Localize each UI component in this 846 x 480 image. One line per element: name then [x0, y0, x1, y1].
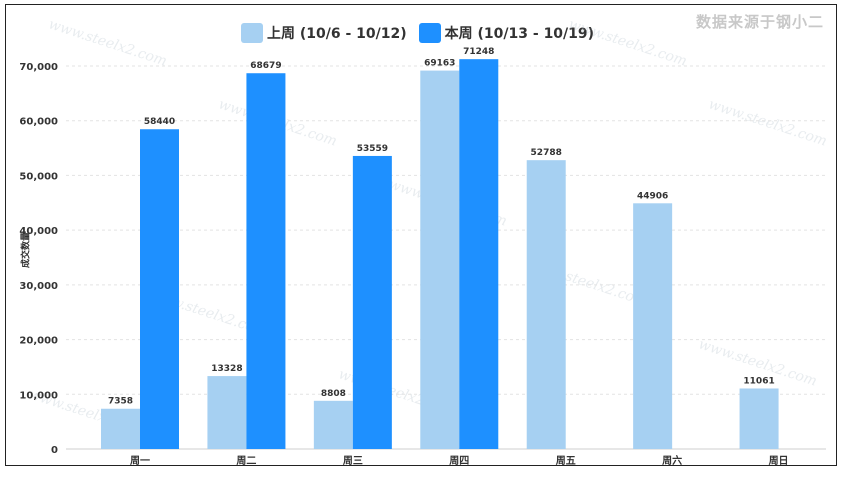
bar-value-label: 68679 [250, 61, 281, 71]
y-tick-label: 30,000 [19, 281, 58, 292]
legend-swatch-this-week [418, 23, 441, 43]
bar [633, 203, 673, 449]
legend-swatch-last-week [241, 23, 263, 43]
legend-label-this-week: 本周 (10/13 - 10/19) [444, 26, 595, 42]
bar [101, 408, 140, 449]
x-tick-label: 周日 [769, 455, 789, 465]
bar [459, 59, 499, 449]
legend-item-last-week[interactable]: 上周 (10/6 - 10/12) [241, 23, 407, 43]
y-tick-label: 50,000 [19, 171, 58, 182]
y-tick-label: 10,000 [19, 390, 58, 401]
x-tick-label: 周三 [343, 455, 363, 465]
bar-chart: 0 10,000 20,000 30,000 40,000 50,000 60,000 70,… [19, 47, 826, 465]
x-tick-label: 周六 [662, 454, 682, 465]
bar [246, 73, 286, 450]
legend-item-this-week[interactable]: 本周 (10/13 - 10/19) [418, 23, 595, 43]
legend-label-last-week: 上周 (10/6 - 10/12) [267, 26, 407, 42]
bar [207, 376, 247, 449]
y-tick-label: 60,000 [19, 117, 58, 128]
x-tick-label: 周四 [449, 455, 469, 465]
bar [526, 160, 566, 449]
chart-frame: 数据来源于钢小二 上周 (10/6 - 10/12) 本周 (10/13 - 1… [5, 4, 837, 466]
bar-value-label: 69163 [424, 59, 455, 69]
bar-value-label: 11061 [743, 376, 774, 386]
bar [420, 70, 460, 449]
bar [140, 129, 179, 449]
y-tick-label: 0 [51, 445, 58, 456]
bar-value-label: 8808 [321, 389, 346, 399]
bar [313, 400, 353, 449]
bar [352, 155, 392, 449]
legend: 上周 (10/6 - 10/12) 本周 (10/13 - 10/19) [241, 23, 606, 43]
x-tick-label: 周五 [556, 455, 576, 465]
bar-value-label: 44906 [637, 191, 668, 201]
x-tick-label: 周一 [130, 455, 150, 465]
source-note: 数据来源于钢小二 [695, 13, 824, 31]
bar-value-label: 53559 [357, 144, 388, 154]
bar [739, 388, 779, 449]
y-tick-label: 20,000 [19, 336, 58, 347]
bar-value-label: 58440 [144, 117, 175, 127]
y-tick-label: 40,000 [19, 226, 58, 237]
y-tick-label: 70,000 [19, 62, 58, 73]
x-tick-label: 周二 [236, 455, 256, 465]
bar-value-label: 7358 [108, 397, 133, 407]
bar-value-label: 52788 [531, 148, 562, 158]
bar-value-label: 13328 [211, 364, 242, 374]
bar-value-label: 71248 [463, 47, 494, 57]
